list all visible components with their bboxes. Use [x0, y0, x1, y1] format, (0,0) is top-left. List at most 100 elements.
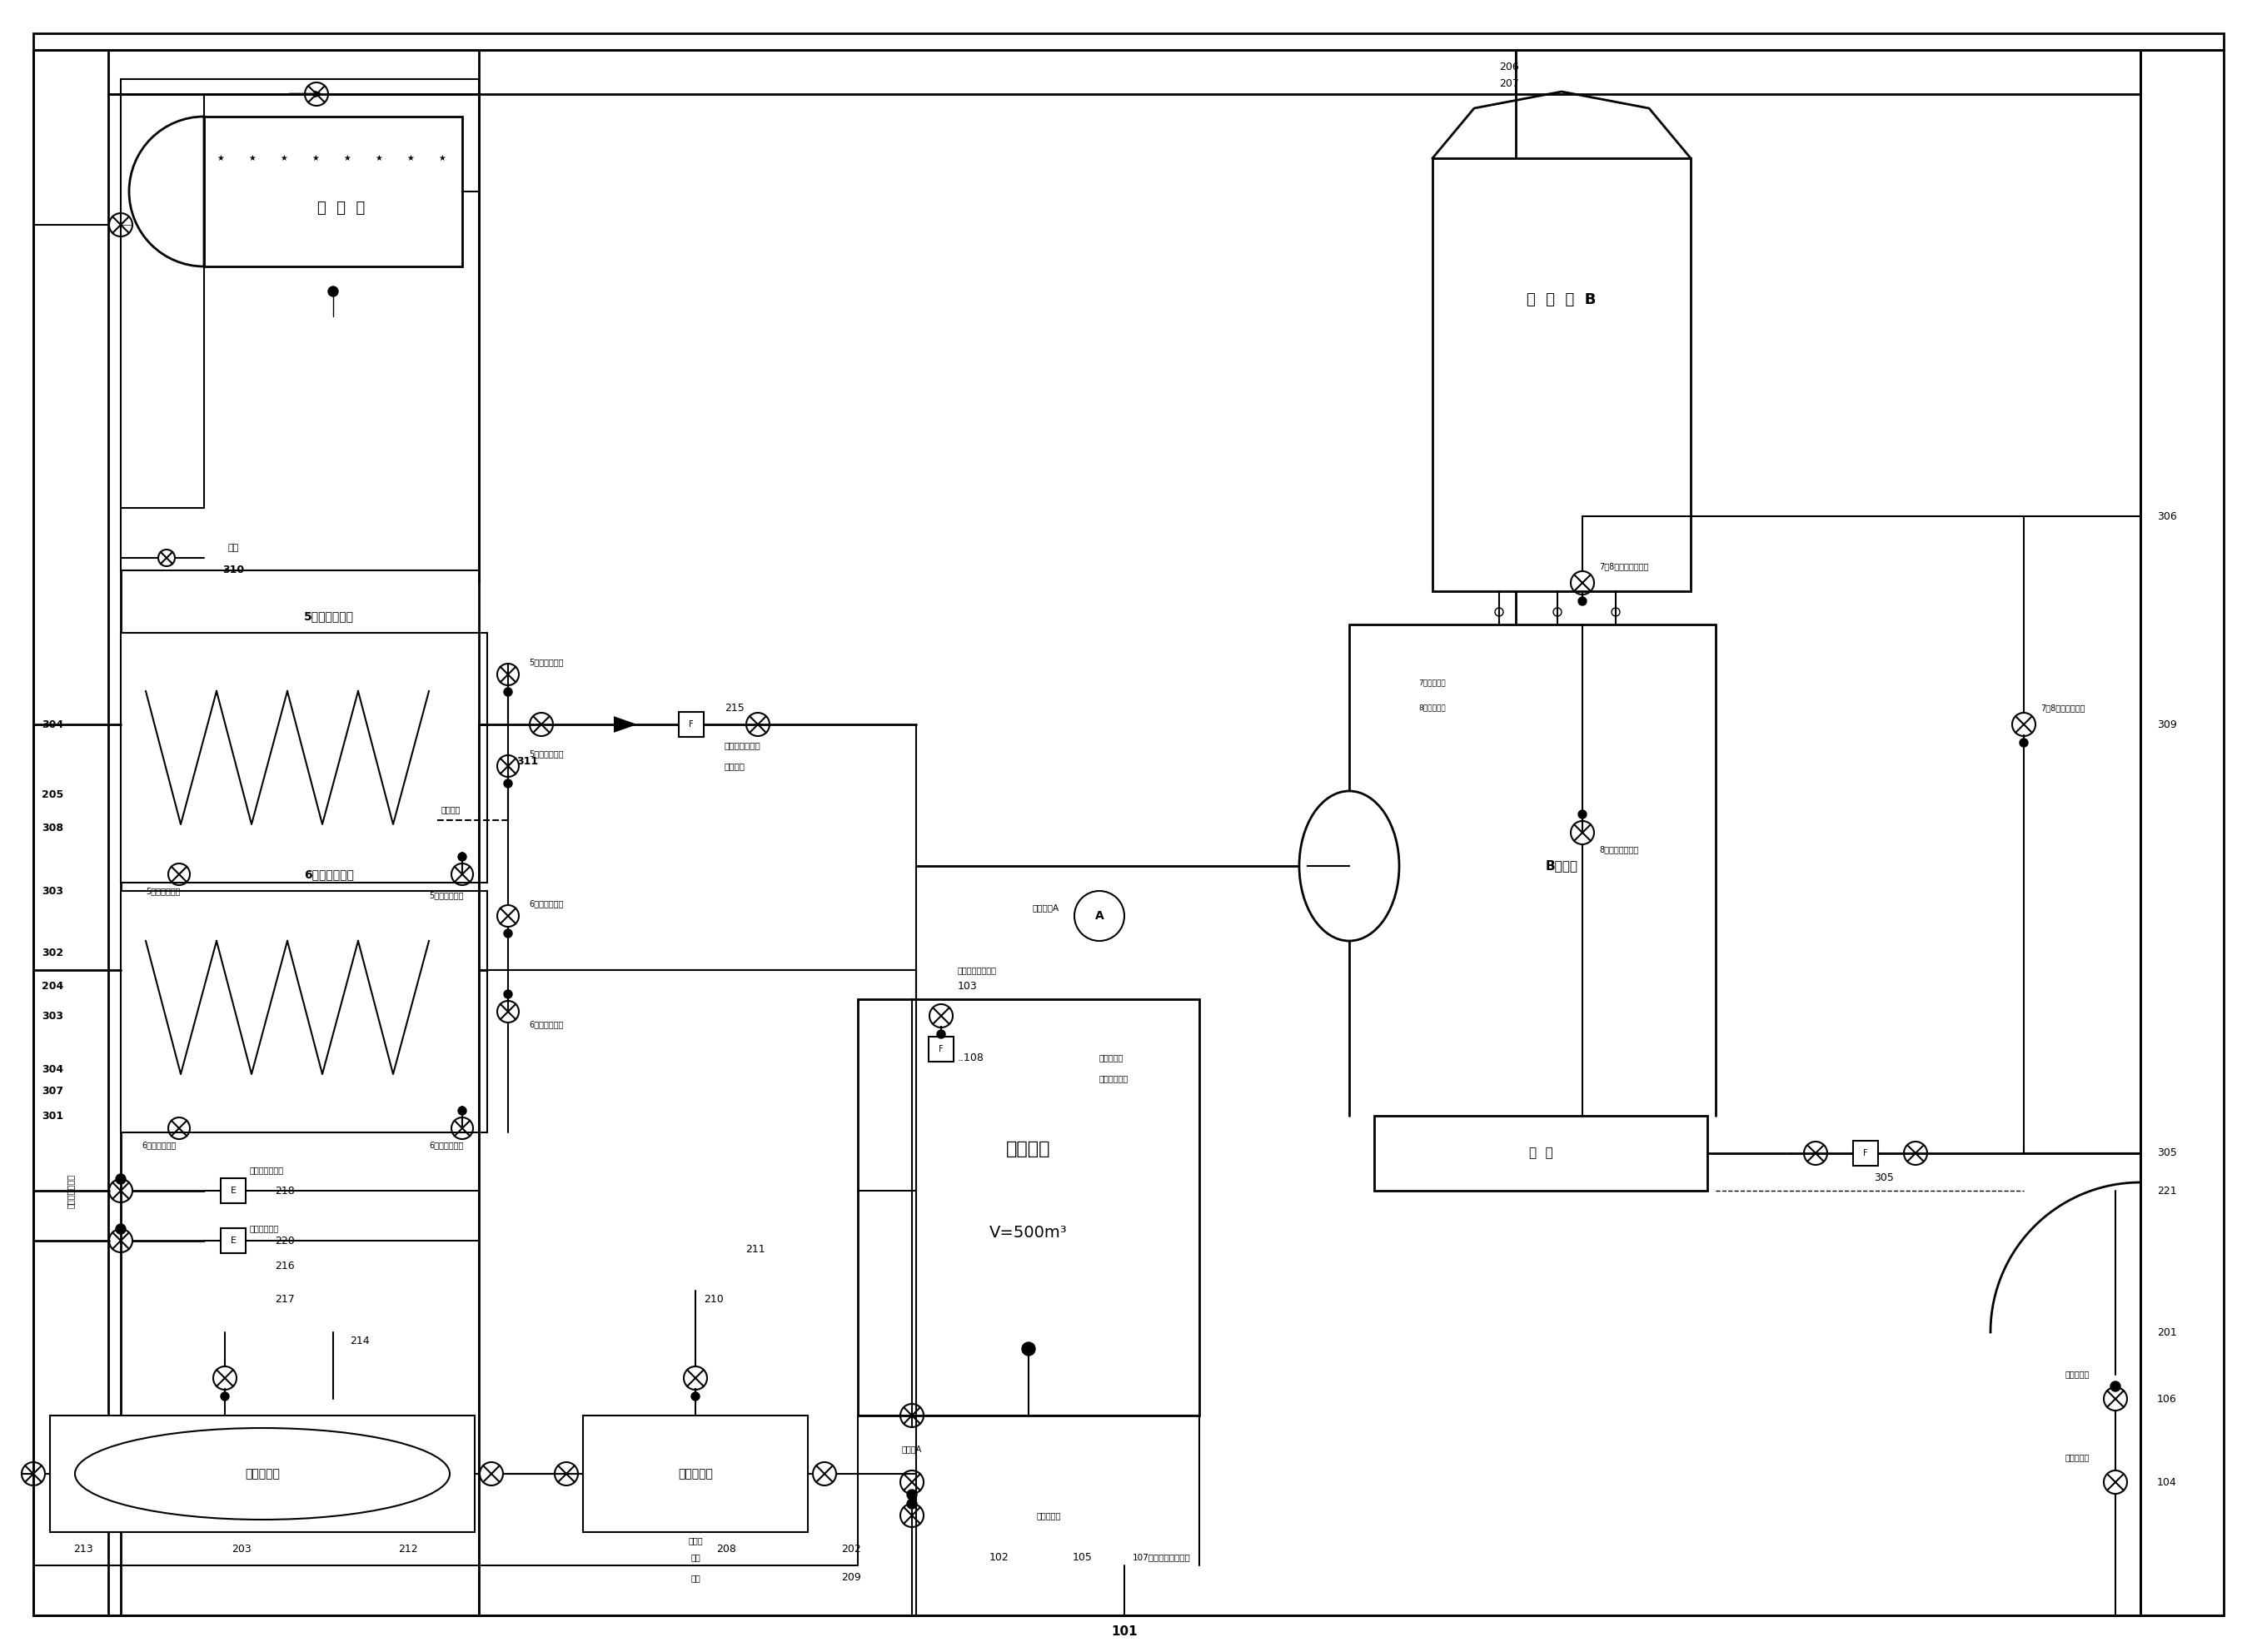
- Ellipse shape: [74, 1427, 449, 1520]
- Text: 凝结水副节门: 凝结水副节门: [251, 1224, 280, 1232]
- Text: 311: 311: [517, 757, 537, 767]
- Text: 凝结水流量节门: 凝结水流量节门: [251, 1166, 284, 1175]
- Text: 疏补水A: 疏补水A: [903, 1444, 923, 1454]
- Text: 221: 221: [2158, 1184, 2176, 1196]
- Text: ★: ★: [406, 154, 415, 162]
- Circle shape: [1578, 596, 1587, 605]
- Text: 307: 307: [41, 1085, 63, 1097]
- Text: ★: ★: [280, 154, 287, 162]
- Text: 212: 212: [397, 1543, 418, 1555]
- Bar: [1853, 1142, 1878, 1166]
- Text: E: E: [230, 1186, 237, 1194]
- Text: 206: 206: [1499, 61, 1519, 73]
- Bar: [203, 117, 463, 266]
- Circle shape: [2020, 738, 2029, 747]
- Bar: [221, 1178, 246, 1203]
- Circle shape: [907, 1490, 916, 1500]
- Bar: [122, 633, 488, 882]
- Text: 补水: 补水: [691, 1574, 700, 1583]
- Text: ★: ★: [343, 154, 350, 162]
- Text: 107疏补水出口电磁门: 107疏补水出口电磁门: [1133, 1553, 1192, 1561]
- Circle shape: [691, 1393, 700, 1401]
- Bar: [122, 890, 488, 1132]
- Text: 202: 202: [842, 1543, 860, 1555]
- Text: 6号低加进水门: 6号低加进水门: [142, 1142, 176, 1150]
- Text: 化学精处理: 化学精处理: [677, 1469, 713, 1480]
- Text: 8号侧低加进水门: 8号侧低加进水门: [1598, 846, 1639, 854]
- Text: 310: 310: [223, 565, 244, 577]
- Text: 214: 214: [350, 1335, 370, 1346]
- Text: ★: ★: [248, 154, 255, 162]
- Text: 采暖: 采暖: [228, 544, 239, 552]
- Text: E: E: [230, 1236, 237, 1246]
- Circle shape: [458, 852, 467, 861]
- Text: F: F: [939, 1046, 943, 1054]
- Bar: [1375, 1115, 1706, 1191]
- Text: 208: 208: [715, 1543, 736, 1555]
- Circle shape: [2110, 1381, 2119, 1391]
- Text: 6号低加疏水门: 6号低加疏水门: [429, 1142, 463, 1150]
- Text: 6号低压加热器: 6号低压加热器: [305, 869, 354, 881]
- Text: 217: 217: [275, 1294, 296, 1305]
- Text: 104: 104: [2158, 1477, 2176, 1487]
- Text: 203: 203: [232, 1543, 251, 1555]
- Text: 101: 101: [1110, 1626, 1138, 1639]
- Text: 补水: 补水: [691, 1553, 700, 1561]
- Text: 疏补水箱补水节门: 疏补水箱补水节门: [957, 966, 998, 975]
- Circle shape: [907, 1498, 916, 1508]
- Text: 303: 303: [41, 885, 63, 897]
- Text: 213: 213: [74, 1543, 93, 1555]
- Text: 207: 207: [1499, 78, 1519, 89]
- Text: 105: 105: [1072, 1551, 1092, 1563]
- Circle shape: [503, 687, 512, 695]
- Text: 103: 103: [957, 981, 977, 993]
- Text: 凝结水流主节门: 凝结水流主节门: [68, 1173, 74, 1208]
- Circle shape: [1578, 809, 1587, 818]
- Text: 凝结水平循环阀: 凝结水平循环阀: [724, 742, 761, 750]
- Text: V=500m³: V=500m³: [989, 1224, 1068, 1241]
- Text: 201: 201: [2158, 1327, 2176, 1338]
- Text: 306: 306: [2158, 510, 2176, 522]
- Text: 8号低加元件: 8号低加元件: [1420, 704, 1447, 712]
- Bar: [858, 999, 1198, 1416]
- Text: A: A: [1095, 910, 1104, 922]
- Text: 疏补水循环门: 疏补水循环门: [1099, 1074, 1128, 1082]
- Text: ★: ★: [438, 154, 447, 162]
- Circle shape: [503, 780, 512, 788]
- Text: 309: 309: [2158, 719, 2176, 730]
- Bar: [928, 1037, 955, 1062]
- Text: 疏补水泵A: 疏补水泵A: [1034, 904, 1059, 912]
- Text: B凝汽器: B凝汽器: [1546, 859, 1578, 872]
- Text: 5号低加旁路门: 5号低加旁路门: [528, 750, 564, 758]
- Text: ★: ★: [311, 154, 318, 162]
- Circle shape: [221, 1393, 228, 1401]
- Text: 7号低加元件: 7号低加元件: [1420, 679, 1447, 687]
- Text: 7、8号侧低加出水门: 7、8号侧低加出水门: [1598, 562, 1648, 570]
- Circle shape: [937, 1029, 946, 1039]
- Text: 疏补水出口: 疏补水出口: [1036, 1512, 1061, 1520]
- Text: 304: 304: [41, 1064, 63, 1075]
- Text: 204: 204: [41, 981, 63, 993]
- Wedge shape: [129, 117, 203, 266]
- Bar: [679, 712, 704, 737]
- Bar: [1433, 159, 1690, 591]
- Circle shape: [115, 1224, 126, 1234]
- Polygon shape: [614, 717, 634, 732]
- Bar: [50, 1416, 474, 1531]
- Text: 210: 210: [704, 1294, 724, 1305]
- Circle shape: [503, 990, 512, 998]
- Bar: [221, 1227, 246, 1254]
- Text: ★: ★: [217, 154, 223, 162]
- Text: 6号低加疏水门: 6号低加疏水门: [528, 1019, 564, 1028]
- Ellipse shape: [1300, 791, 1399, 942]
- Text: 218: 218: [275, 1184, 296, 1196]
- Bar: [582, 1416, 808, 1531]
- Text: F: F: [1864, 1150, 1869, 1158]
- Circle shape: [503, 928, 512, 938]
- Circle shape: [458, 1107, 467, 1115]
- Text: 疏盐水补水: 疏盐水补水: [1099, 1054, 1124, 1062]
- Text: 凝结回水: 凝结回水: [724, 762, 745, 770]
- Text: 轴封加热器: 轴封加热器: [246, 1469, 280, 1480]
- Text: 205: 205: [41, 790, 63, 801]
- Text: ..108: ..108: [957, 1052, 984, 1062]
